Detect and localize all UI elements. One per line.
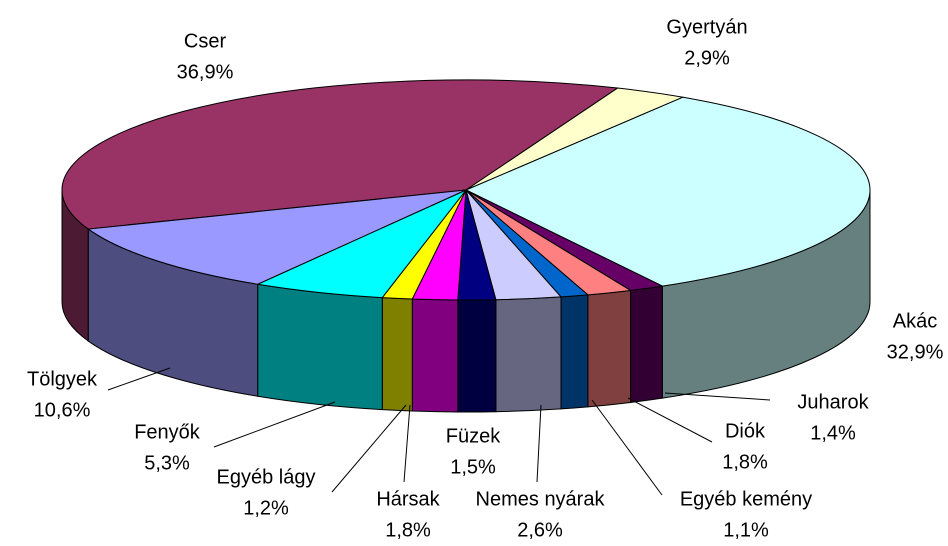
slice-side xyxy=(381,297,413,412)
value-label: 1,1% xyxy=(723,519,769,541)
value-label: 2,9% xyxy=(684,47,730,69)
slice-label: Fenyők xyxy=(134,421,201,443)
leader-line xyxy=(591,399,663,496)
slice-side xyxy=(457,299,497,413)
slice-label: Akác xyxy=(893,310,937,332)
leader-line xyxy=(403,404,411,483)
value-label: 1,5% xyxy=(450,456,496,478)
leader-line xyxy=(664,392,771,401)
value-label: 5,3% xyxy=(144,452,190,474)
value-label: 1,8% xyxy=(722,451,768,473)
slice-label: Gyertyán xyxy=(666,16,747,38)
value-label: 32,9% xyxy=(887,341,944,363)
slice-label: Egyéb kemény xyxy=(680,488,812,510)
slice xyxy=(255,189,467,299)
value-label: 36,9% xyxy=(177,61,234,83)
value-label: 10,6% xyxy=(34,399,91,421)
value-label: 2,6% xyxy=(517,519,563,541)
slice-side xyxy=(257,283,383,411)
slice-label: Füzek xyxy=(446,425,501,447)
leader-line xyxy=(107,367,171,391)
slice-side xyxy=(411,298,459,413)
slice-side xyxy=(587,289,632,408)
slice-side xyxy=(630,285,663,404)
slice-side xyxy=(495,296,562,413)
value-label: 1,4% xyxy=(810,422,856,444)
slice-label: Diók xyxy=(725,420,766,442)
slice-label: Hársak xyxy=(376,488,440,510)
leader-line xyxy=(627,397,713,443)
leader-line xyxy=(213,401,336,448)
slice-label: Tölgyek xyxy=(27,368,98,390)
slice-label: Egyéb lágy xyxy=(217,466,316,488)
slice-label: Juharok xyxy=(797,391,869,413)
slice xyxy=(86,189,467,285)
slice-side xyxy=(560,294,589,410)
leader-line xyxy=(536,404,542,483)
slice xyxy=(61,79,620,230)
slice-label: Nemes nyárak xyxy=(476,488,606,510)
slice-label: Cser xyxy=(184,30,227,52)
value-label: 1,8% xyxy=(385,519,431,541)
value-label: 1,2% xyxy=(243,497,289,519)
leader-line xyxy=(331,404,407,493)
